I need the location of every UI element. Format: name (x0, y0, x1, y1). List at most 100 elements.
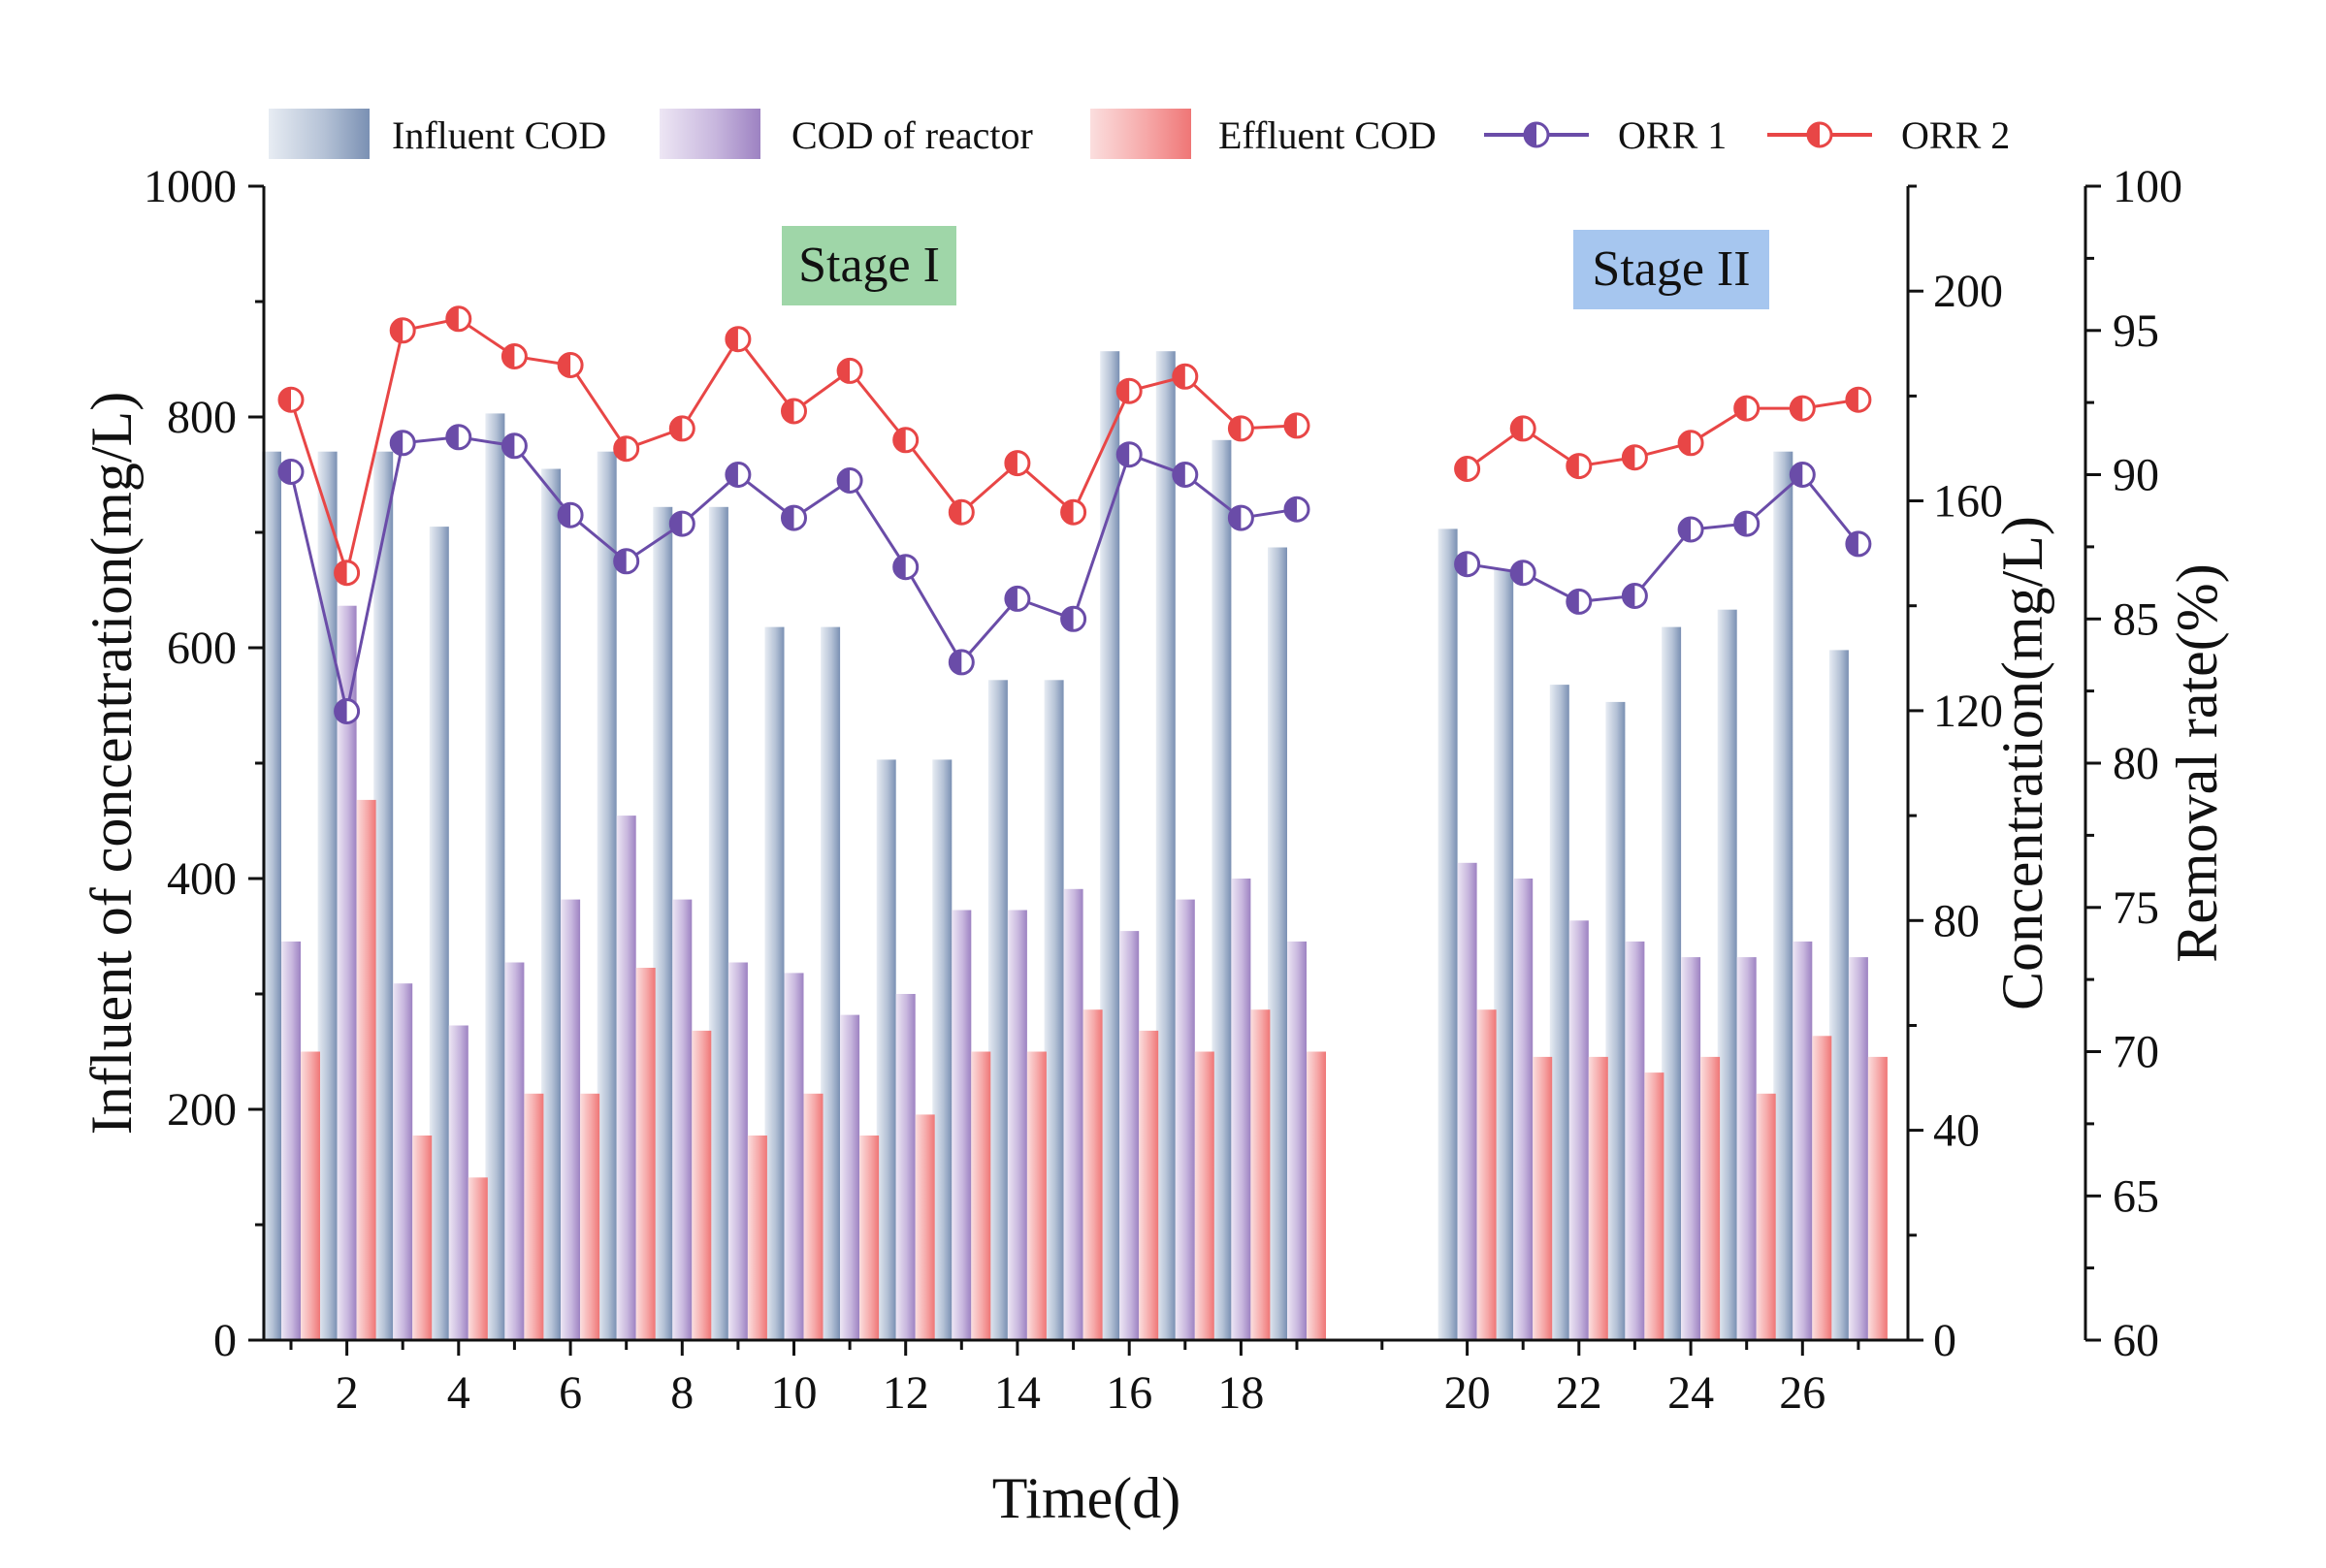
x-tick-label: 26 (1779, 1367, 1825, 1419)
point-orr1-day-6 (557, 501, 584, 528)
marker-orr1-half (726, 463, 738, 487)
bar-influent-day-15 (1044, 680, 1064, 1340)
bar-reactor-day-16 (1119, 931, 1140, 1340)
bar-influent-day-10 (764, 626, 785, 1340)
bar-effluent-day-4 (468, 1177, 488, 1340)
point-orr2-day-16 (1115, 377, 1143, 404)
y-mid-ticks: 0 40 80 120 160 200 (1908, 184, 2003, 1366)
bar-reactor-day-1 (281, 941, 301, 1340)
bar-effluent-day-23 (1644, 1072, 1664, 1340)
point-orr1-day-13 (948, 649, 975, 676)
y-mid-tick-label: 160 (1933, 476, 2003, 528)
bar-influent-day-26 (1773, 451, 1793, 1340)
bar-influent-day-18 (1211, 439, 1232, 1340)
point-orr1-day-20 (1454, 551, 1481, 578)
series-effluent-bars (301, 799, 1888, 1340)
y-right-tick-label: 65 (2113, 1170, 2159, 1222)
point-orr2-day-25 (1733, 395, 1761, 422)
y-mid-tick-label: 200 (1933, 266, 2003, 317)
bar-influent-day-19 (1268, 547, 1287, 1340)
bar-influent-day-13 (932, 759, 953, 1340)
legend: Influent COD COD of reactor Effluent COD… (269, 109, 2010, 159)
bar-effluent-day-18 (1250, 1009, 1271, 1340)
point-orr1-day-8 (668, 510, 695, 537)
x-tick-label: 20 (1444, 1367, 1491, 1419)
bar-influent-day-27 (1828, 650, 1849, 1340)
legend-marker-orr2-half (1808, 123, 1820, 146)
bar-effluent-day-13 (971, 1051, 991, 1340)
bar-influent-day-21 (1494, 569, 1514, 1340)
point-orr2-day-15 (1060, 498, 1087, 526)
legend-item-reactor: COD of reactor (660, 109, 1033, 159)
point-orr1-day-25 (1733, 510, 1761, 537)
point-orr1-day-7 (613, 548, 640, 575)
bar-effluent-day-16 (1139, 1030, 1159, 1340)
marker-orr2-half (893, 428, 906, 452)
marker-orr2-half (1229, 416, 1242, 440)
marker-orr2-half (670, 416, 683, 440)
y-right-tick-label: 70 (2113, 1027, 2159, 1078)
bar-reactor-day-22 (1568, 920, 1589, 1340)
marker-orr1-half (782, 506, 794, 530)
bar-reactor-day-8 (672, 899, 693, 1340)
marker-orr2-half (1005, 451, 1018, 475)
x-tick-label: 6 (559, 1367, 582, 1419)
marker-orr2-half (391, 318, 404, 342)
point-orr1-day-17 (1172, 462, 1199, 488)
legend-swatch-reactor (660, 109, 760, 159)
x-tick-label: 10 (771, 1367, 818, 1419)
marker-orr1-half (446, 425, 459, 449)
legend-item-effluent: Effluent COD (1090, 109, 1437, 159)
point-orr2-day-11 (836, 357, 863, 384)
marker-orr1-half (1173, 463, 1185, 487)
marker-orr1-half (1061, 607, 1074, 631)
marker-orr2-half (782, 400, 794, 423)
marker-orr2-half (1173, 365, 1185, 389)
bar-effluent-day-17 (1194, 1051, 1214, 1340)
bar-influent-day-22 (1549, 685, 1569, 1340)
bar-effluent-day-6 (580, 1093, 600, 1340)
marker-orr1-half (279, 460, 291, 484)
bar-effluent-day-26 (1812, 1036, 1832, 1340)
bar-reactor-day-24 (1681, 957, 1701, 1340)
marker-orr2-half (1567, 454, 1579, 478)
y-left-ticks: 0 200 400 600 800 1000 (144, 161, 264, 1366)
marker-orr1-half (1455, 552, 1468, 576)
bar-effluent-day-5 (524, 1093, 544, 1340)
bar-reactor-day-12 (895, 994, 916, 1340)
legend-item-orr2: ORR 2 (1767, 113, 2010, 157)
point-orr1-day-16 (1115, 441, 1143, 468)
series-reactor-bars (281, 605, 1868, 1340)
bar-reactor-day-10 (784, 973, 804, 1340)
bar-effluent-day-2 (356, 799, 376, 1340)
bar-effluent-day-8 (692, 1030, 712, 1340)
x-tick-label: 12 (883, 1367, 929, 1419)
marker-orr2-half (1511, 416, 1524, 440)
marker-orr1-half (335, 699, 347, 723)
bar-reactor-day-23 (1625, 941, 1645, 1340)
point-orr2-day-12 (892, 427, 920, 454)
series-orr2-line (277, 305, 1872, 587)
bar-reactor-day-19 (1287, 941, 1307, 1340)
marker-orr2-half (614, 436, 627, 461)
marker-orr2-half (1623, 445, 1635, 469)
bars-layer (262, 351, 1888, 1340)
y-right-tick-label: 100 (2113, 161, 2182, 212)
bar-influent-day-6 (541, 468, 562, 1340)
point-orr2-day-22 (1566, 453, 1593, 480)
bar-reactor-day-26 (1793, 941, 1813, 1340)
bar-reactor-day-9 (727, 962, 748, 1340)
marker-orr2-half (446, 306, 459, 331)
bar-influent-day-3 (373, 451, 394, 1340)
marker-orr1-half (1679, 518, 1692, 541)
point-orr1-day-21 (1509, 560, 1536, 587)
bar-reactor-day-2 (337, 605, 357, 1340)
point-orr2-day-23 (1621, 444, 1648, 471)
point-orr2-day-7 (613, 435, 640, 463)
y-left-tick-label: 600 (167, 623, 237, 674)
marker-orr1-half (391, 431, 404, 455)
marker-orr2-half (726, 327, 738, 351)
x-axis-title: Time(d) (992, 1466, 1180, 1530)
point-orr2-day-3 (389, 317, 416, 344)
bar-reactor-day-4 (448, 1025, 468, 1340)
